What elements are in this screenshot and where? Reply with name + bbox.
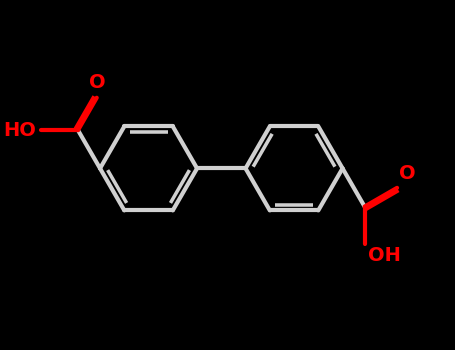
- Text: HO: HO: [3, 121, 36, 140]
- Text: O: O: [89, 74, 106, 92]
- Text: O: O: [399, 164, 416, 183]
- Text: OH: OH: [368, 246, 401, 265]
